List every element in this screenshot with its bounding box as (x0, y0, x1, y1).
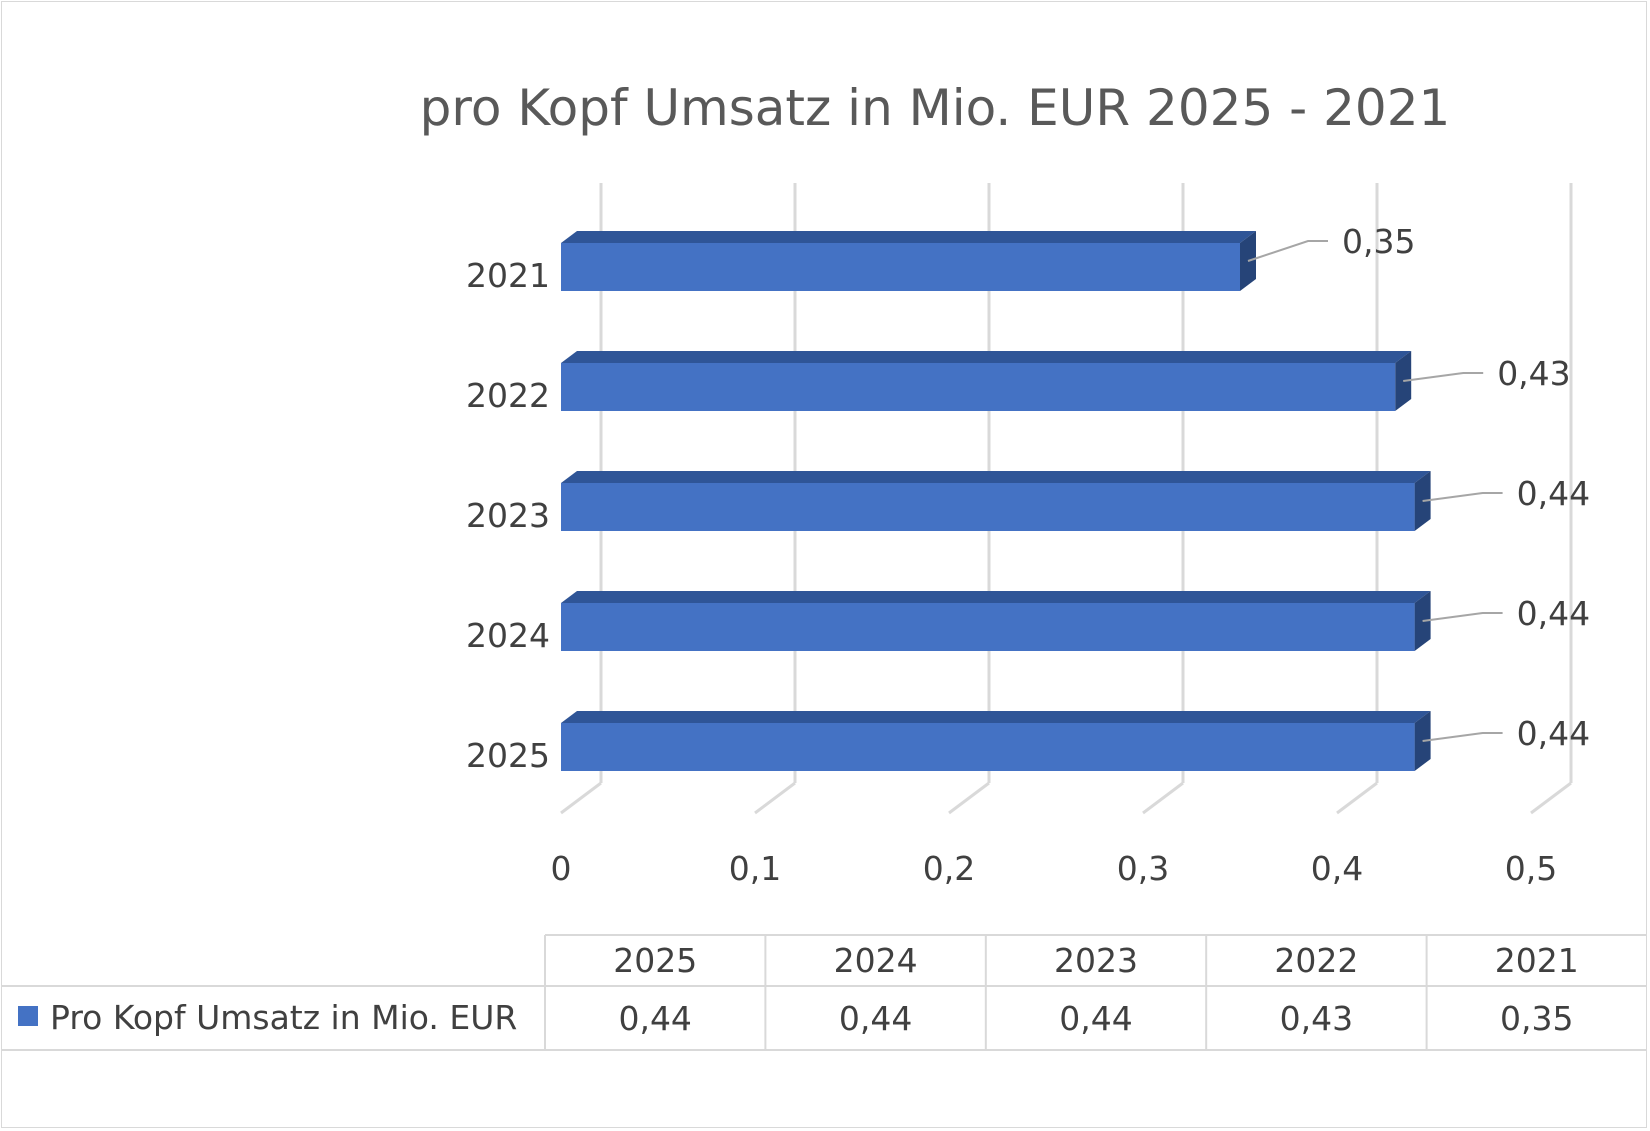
data-label: 0,43 (1497, 354, 1570, 393)
gridline-floor (948, 781, 990, 815)
x-axis: 0 0,1 0,2 0,3 0,4 0,5 (551, 849, 1558, 888)
bar-front-face (561, 243, 1240, 291)
bar-front-face (561, 603, 1415, 651)
y-tick-label: 2024 (466, 616, 550, 655)
data-label: 0,35 (1342, 222, 1415, 261)
bar-top-face (561, 231, 1256, 243)
data-labels: 0,35 0,43 0,44 0,44 0,44 (1247, 222, 1590, 753)
legend-label: Pro Kopf Umsatz in Mio. EUR (50, 998, 517, 1037)
leader-line (1403, 372, 1484, 382)
table-header: 2023 (1054, 941, 1138, 980)
table-cell: 0,44 (1059, 999, 1132, 1038)
bar-front-face (561, 723, 1415, 771)
y-tick-label: 2022 (466, 376, 550, 415)
legend-key (18, 1006, 38, 1026)
bar-front-face (561, 483, 1415, 531)
table-header: 2021 (1495, 941, 1579, 980)
table-cell: 0,44 (618, 999, 691, 1038)
y-tick-label: 2021 (466, 256, 550, 295)
x-tick-label: 0,3 (1117, 849, 1169, 888)
leader-line (1422, 612, 1503, 622)
x-tick-label: 0,1 (729, 849, 781, 888)
bar-top-face (561, 711, 1431, 723)
bar-top-face (561, 591, 1431, 603)
bar (561, 351, 1412, 411)
table-cell: 0,43 (1280, 999, 1353, 1038)
data-label: 0,44 (1517, 594, 1590, 633)
table-header: 2024 (834, 941, 918, 980)
table-cell: 0,35 (1500, 999, 1573, 1038)
leader-line (1422, 492, 1503, 502)
y-tick-label: 2023 (466, 496, 550, 535)
gridline-floor (560, 781, 602, 815)
bar (561, 231, 1256, 291)
data-table: 2025 0,44 2024 0,44 2023 0,44 2022 0,43 2021 0,35… (1, 934, 1647, 1051)
data-label: 0,44 (1517, 474, 1590, 513)
gridline-floor (1142, 781, 1184, 815)
bar-top-face (561, 471, 1431, 483)
y-tick-label: 2025 (466, 736, 550, 775)
gridline-floor (1530, 781, 1572, 815)
data-label: 0,44 (1517, 714, 1590, 753)
y-axis: 2021 2022 2023 2024 2025 (466, 256, 550, 775)
table-header: 2022 (1274, 941, 1358, 980)
x-tick-label: 0 (551, 849, 572, 888)
leader-line (1422, 732, 1503, 742)
bar-front-face (561, 363, 1396, 411)
gridline-floor (754, 781, 796, 815)
table-header: 2025 (613, 941, 697, 980)
x-tick-label: 0,2 (923, 849, 975, 888)
chart-title: pro Kopf Umsatz in Mio. EUR 2025 - 2021 (420, 79, 1451, 137)
table-cell: 0,44 (839, 999, 912, 1038)
leader-line (1247, 240, 1328, 262)
bar (561, 591, 1431, 651)
bar (561, 471, 1431, 531)
bar (561, 711, 1431, 771)
x-tick-label: 0,5 (1505, 849, 1557, 888)
bar-top-face (561, 351, 1412, 363)
bars (561, 231, 1431, 771)
gridline-floor (1336, 781, 1378, 815)
x-tick-label: 0,4 (1311, 849, 1363, 888)
